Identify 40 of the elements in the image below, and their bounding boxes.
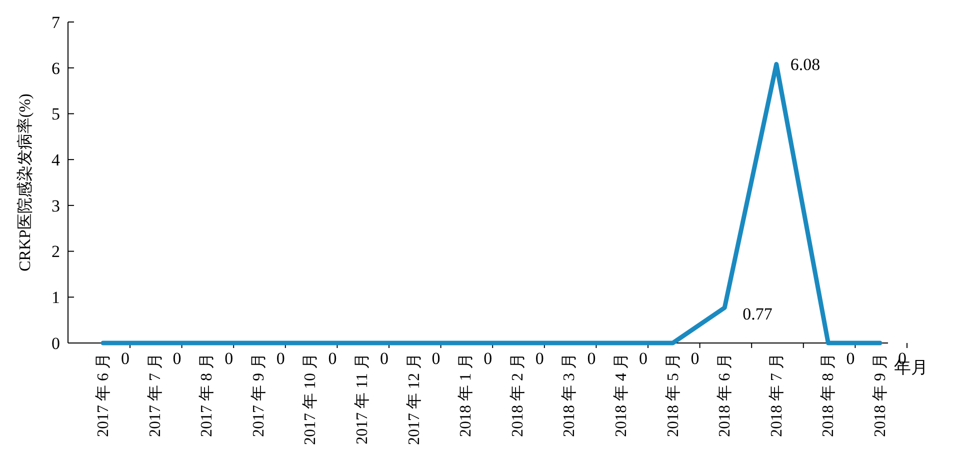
x-tick-label: 2018 年 1 月 [458,353,475,437]
data-label: 0 [276,349,285,368]
y-tick-label: 0 [52,334,60,353]
x-tick-label: 2017 年 12 月 [406,353,423,445]
data-label: 0 [172,349,182,368]
x-tick-label: 2017 年 9 月 [250,353,268,437]
data-label: 0 [121,349,130,368]
x-tick-label: 2018 年 2 月 [509,353,526,437]
x-tick-label: 2017 年 11 月 [354,353,371,444]
y-tick-label: 4 [52,150,60,170]
x-tick-label: 2018 年 4 月 [613,353,630,437]
x-tick-label: 2017 年 7 月 [146,353,164,437]
data-label: 0 [328,349,337,368]
x-tick-label: 2017 年 6 月 [95,353,112,437]
x-tick-label: 2018 年 7 月 [768,353,786,437]
data-label: 0 [690,349,700,368]
y-tick-label: 3 [52,196,60,216]
y-tick-label: 7 [52,12,60,32]
x-tick-label: 2018 年 5 月 [664,353,682,437]
data-label: 0 [484,349,492,368]
y-axis-title: CRKP医院感染发病率(%) [16,94,34,272]
data-label: 0 [224,349,234,368]
x-tick-label: 2018 年 8 月 [820,353,838,437]
data-label: 0.77 [742,304,773,324]
data-label: 0 [587,349,596,368]
x-tick-label: 2018 年 6 月 [716,353,734,437]
y-tick-label: 6 [52,58,60,78]
x-tick-label: 2018 年 9 月 [872,353,889,437]
data-label: 0 [380,349,388,368]
data-label: 0 [639,349,648,368]
x-tick-label: 2017 年 10 月 [302,353,320,445]
y-tick-label: 1 [52,288,60,308]
x-tick-label: 2017 年 8 月 [198,353,216,437]
data-label: 0 [535,349,544,368]
y-tick-label: 2 [52,242,60,262]
data-label: 6.08 [790,55,820,74]
y-tick-label: 5 [52,104,60,124]
data-label: 0 [432,349,440,368]
data-label: 0 [846,349,855,368]
x-tick-label: 2018 年 3 月 [561,353,578,437]
